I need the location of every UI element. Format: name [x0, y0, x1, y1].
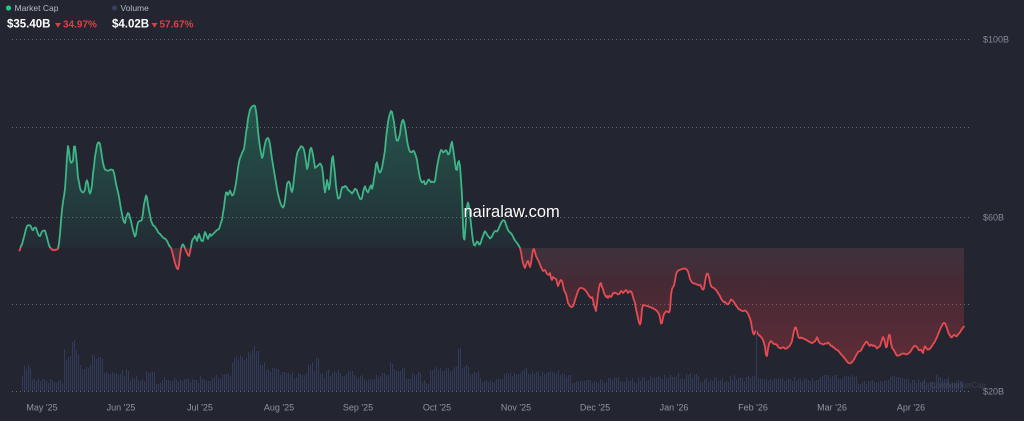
svg-text:Feb '26: Feb '26 [738, 403, 768, 413]
svg-text:Volume: Volume [121, 3, 150, 13]
svg-text:Aug '25: Aug '25 [264, 403, 294, 413]
svg-text:$4.02B: $4.02B [112, 19, 149, 31]
svg-text:$100B: $100B [983, 35, 1009, 45]
svg-text:May '25: May '25 [26, 403, 57, 413]
svg-text:Jun '25: Jun '25 [107, 403, 136, 413]
svg-text:Ⓒ CoinMarketCap: Ⓒ CoinMarketCap [920, 381, 986, 390]
svg-text:$35.40B: $35.40B [7, 19, 50, 31]
svg-text:Oct '25: Oct '25 [423, 403, 451, 413]
svg-text:Nov '25: Nov '25 [501, 403, 531, 413]
svg-text:Apr '26: Apr '26 [897, 403, 925, 413]
svg-text:Mar '26: Mar '26 [817, 403, 847, 413]
svg-text:57.67%: 57.67% [160, 19, 194, 30]
svg-text:nairalaw.com: nairalaw.com [464, 203, 560, 221]
svg-text:$20B: $20B [983, 387, 1004, 397]
svg-text:Sep '25: Sep '25 [343, 403, 373, 413]
svg-text:nairalaw.com: nairalaw.com [464, 204, 560, 222]
svg-text:Dec '25: Dec '25 [580, 403, 610, 413]
svg-text:Jan '26: Jan '26 [660, 403, 689, 413]
svg-text:Jul '25: Jul '25 [187, 403, 213, 413]
svg-text:$60B: $60B [983, 213, 1004, 223]
svg-text:34.97%: 34.97% [63, 19, 97, 30]
svg-text:Market Cap: Market Cap [15, 3, 59, 13]
